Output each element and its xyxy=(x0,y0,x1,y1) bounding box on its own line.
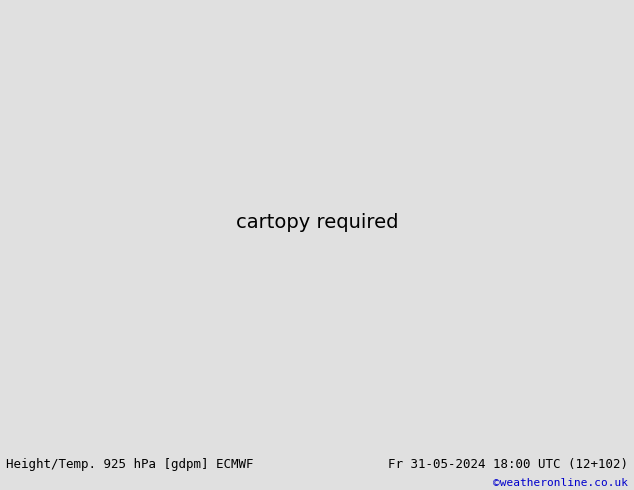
Text: cartopy required: cartopy required xyxy=(236,214,398,232)
Text: Height/Temp. 925 hPa [gdpm] ECMWF: Height/Temp. 925 hPa [gdpm] ECMWF xyxy=(6,458,254,471)
Text: Fr 31-05-2024 18:00 UTC (12+102): Fr 31-05-2024 18:00 UTC (12+102) xyxy=(387,458,628,471)
Text: ©weatheronline.co.uk: ©weatheronline.co.uk xyxy=(493,478,628,488)
